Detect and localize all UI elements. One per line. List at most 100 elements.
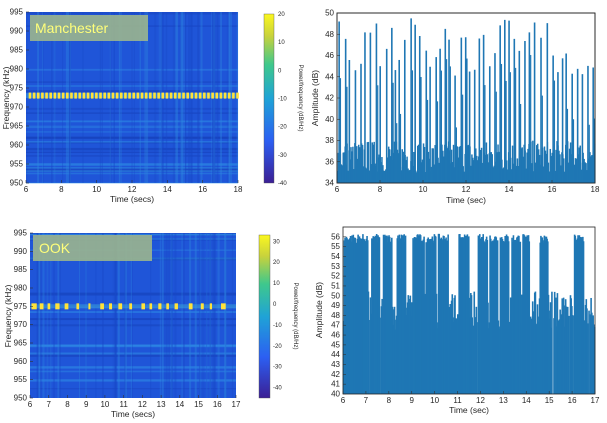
carrier-pulse (153, 92, 156, 99)
spectral-band (30, 318, 236, 321)
spectral-band (26, 167, 238, 171)
time-streak (112, 233, 114, 398)
colorbar (258, 234, 271, 399)
x-tick-label: 13 (157, 400, 166, 409)
time-streak (209, 233, 211, 398)
spectral-band (26, 90, 238, 93)
y-tick-label: 48 (325, 30, 334, 39)
x-tick-label: 10 (419, 185, 428, 194)
x-tick-label: 17 (591, 396, 600, 405)
time-streak (213, 233, 216, 398)
y-tick-label: 47 (331, 321, 340, 330)
y-tick-label: 975 (14, 302, 28, 311)
time-streak (150, 233, 152, 398)
carrier-segment (76, 303, 80, 310)
carrier-pulse (90, 92, 94, 99)
y-tick-label: 46 (331, 331, 340, 340)
spectral-band (30, 294, 236, 296)
spectral-band (26, 142, 238, 144)
manchester-badge: Manchester (35, 20, 108, 36)
time-streak (159, 233, 162, 398)
spectral-band (26, 12, 238, 15)
ook-badge: OOK (39, 240, 71, 256)
y-tick-label: 56 (331, 232, 340, 241)
time-streak (161, 233, 163, 398)
carrier-pulse (186, 92, 190, 99)
time-streak (95, 233, 97, 398)
spectral-band (26, 68, 238, 71)
x-tick-label: 11 (119, 400, 128, 409)
time-streak (199, 233, 202, 398)
carrier-segment (39, 303, 44, 310)
colorbar-tick-label: 0 (273, 302, 277, 308)
time-streak (161, 233, 164, 398)
y-tick-label: 43 (331, 360, 340, 369)
x-tick-label: 14 (505, 185, 514, 194)
carrier-pulse (232, 92, 235, 99)
x-tick-label: 6 (335, 185, 340, 194)
spectral-band (26, 169, 238, 172)
carrier-pulse (198, 92, 202, 99)
time-streak (50, 233, 52, 398)
carrier-segment (31, 303, 37, 310)
x-tick-label: 10 (100, 400, 109, 409)
manchester-amplitude-plot: 6 8 10 12 14 16 18 50 48 46 44 42 40 38 36 34 Time (sec… (310, 9, 600, 206)
y-tick-label: 42 (331, 370, 340, 379)
y-tick-label: 49 (331, 301, 340, 310)
time-streak (57, 233, 60, 398)
x-axis-label: Time (secs) (110, 194, 154, 204)
time-streak (58, 233, 61, 398)
time-streak (231, 233, 234, 398)
spectral-band (26, 182, 238, 184)
y-tick-label: 955 (10, 160, 24, 169)
y-tick-label: 955 (14, 375, 28, 384)
carrier-pulse (144, 92, 148, 99)
y-tick-label: 980 (14, 284, 28, 293)
carrier-pulse (194, 92, 198, 99)
carrier-pulse (70, 92, 73, 99)
y-tick-label: 41 (331, 380, 340, 389)
time-streak (195, 233, 197, 398)
time-streak (206, 233, 208, 398)
y-tick-label: 42 (325, 94, 334, 103)
colorbar-label: Power/frequency (dB/Hz) (292, 282, 298, 349)
carrier-pulse (119, 92, 123, 99)
y-tick-label: 965 (14, 339, 28, 348)
x-tick-label: 17 (232, 400, 241, 409)
time-streak (124, 233, 127, 398)
y-tick-label: 53 (331, 262, 340, 271)
time-streak (206, 233, 207, 398)
carrier-pulse (28, 92, 32, 99)
time-streak (189, 233, 192, 398)
time-streak (85, 233, 87, 398)
time-streak (46, 233, 49, 398)
carrier-segment (200, 303, 204, 310)
carrier-segment (221, 303, 226, 310)
carrier-pulse (115, 92, 119, 99)
time-streak (209, 233, 212, 398)
time-streak (170, 233, 173, 398)
carrier-segment (47, 303, 51, 310)
spectral-band (26, 147, 238, 151)
x-tick-label: 14 (163, 185, 172, 194)
time-streak (201, 233, 203, 398)
carrier-pulse (128, 92, 131, 99)
carrier-pulse (169, 92, 173, 99)
y-tick-label: 980 (10, 65, 24, 74)
carrier-segment (158, 303, 162, 310)
time-streak (174, 233, 177, 398)
y-tick-label: 970 (14, 320, 28, 329)
carrier-pulse (53, 92, 57, 99)
time-streak (165, 233, 168, 398)
x-tick-label: 14 (522, 396, 531, 405)
carrier-pulse (236, 92, 239, 99)
y-tick-label: 965 (10, 122, 24, 131)
x-tick-label: 16 (213, 400, 222, 409)
colorbar-tick-label: 10 (278, 40, 285, 46)
y-tick-label: 960 (14, 357, 28, 366)
spectral-band (26, 151, 238, 154)
carrier-pulse (45, 92, 48, 99)
time-streak (37, 233, 39, 398)
carrier-pulse (219, 92, 223, 99)
